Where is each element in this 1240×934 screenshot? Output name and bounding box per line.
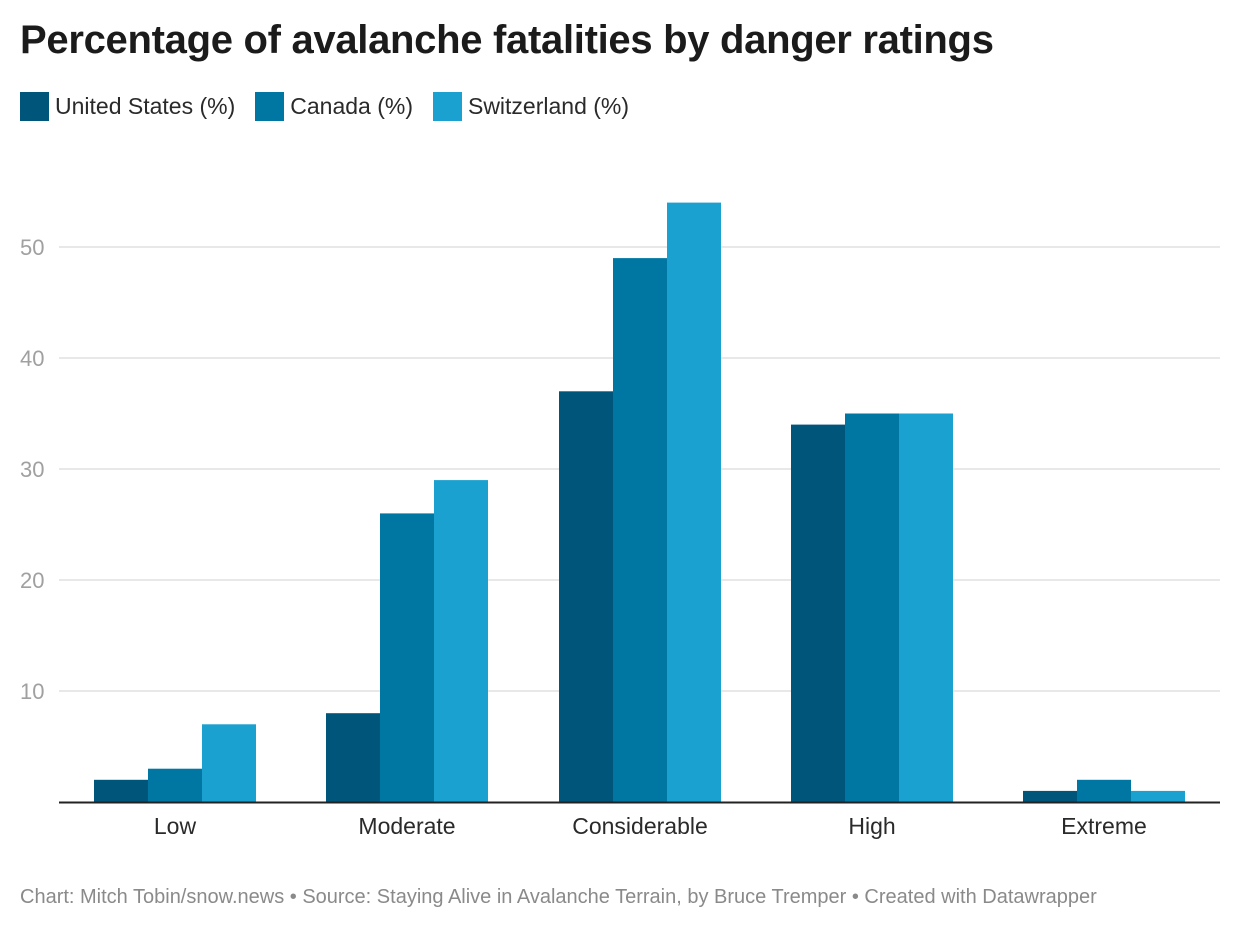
- legend-label-united-states: United States (%): [55, 93, 236, 119]
- y-tick-label: 10: [20, 679, 44, 704]
- legend-swatch-switzerland: [432, 92, 462, 121]
- bars-layer: [94, 202, 1185, 803]
- x-tick-label: Considerable: [572, 813, 708, 839]
- bar-considerable-0: [559, 391, 613, 802]
- legend-item-switzerland: Switzerland (%): [432, 92, 630, 121]
- bar-low-2: [202, 724, 256, 802]
- x-tick-label: Moderate: [358, 813, 455, 839]
- legend-swatch-united-states: [20, 92, 49, 121]
- bar-low-0: [94, 779, 148, 802]
- y-tick-label: 30: [20, 457, 44, 482]
- bar-extreme-2: [1131, 790, 1185, 802]
- legend-item-canada: Canada (%): [255, 92, 413, 121]
- bar-extreme-1: [1077, 779, 1131, 802]
- y-tick-label: 20: [20, 568, 44, 593]
- bar-moderate-2: [434, 480, 488, 802]
- chart-footer: Chart: Mitch Tobin/snow.news • Source: S…: [20, 886, 1097, 908]
- bar-moderate-1: [380, 513, 434, 802]
- legend-label-canada: Canada (%): [290, 93, 413, 119]
- bar-considerable-2: [667, 202, 721, 803]
- axis-layer: Low Moderate Considerable High Extreme: [59, 801, 1220, 839]
- bar-moderate-0: [326, 713, 380, 802]
- bar-high-0: [791, 424, 845, 802]
- x-tick-label: Low: [154, 813, 197, 839]
- y-tick-label: 50: [20, 235, 44, 260]
- legend: United States (%) Canada (%) Switzerland…: [20, 92, 649, 121]
- x-tick-label: Extreme: [1061, 813, 1147, 839]
- y-tick-label: 40: [20, 346, 44, 371]
- bar-low-1: [148, 768, 202, 802]
- bar-extreme-0: [1023, 790, 1077, 802]
- legend-swatch-canada: [255, 92, 285, 121]
- x-tick-label: High: [848, 813, 895, 839]
- bar-high-2: [899, 413, 953, 802]
- legend-item-united-states: United States (%): [20, 92, 235, 121]
- legend-label-switzerland: Switzerland (%): [467, 93, 630, 119]
- bar-considerable-1: [613, 258, 667, 803]
- bar-high-1: [845, 413, 899, 802]
- chart-title: Percentage of avalanche fatalities by da…: [20, 18, 994, 62]
